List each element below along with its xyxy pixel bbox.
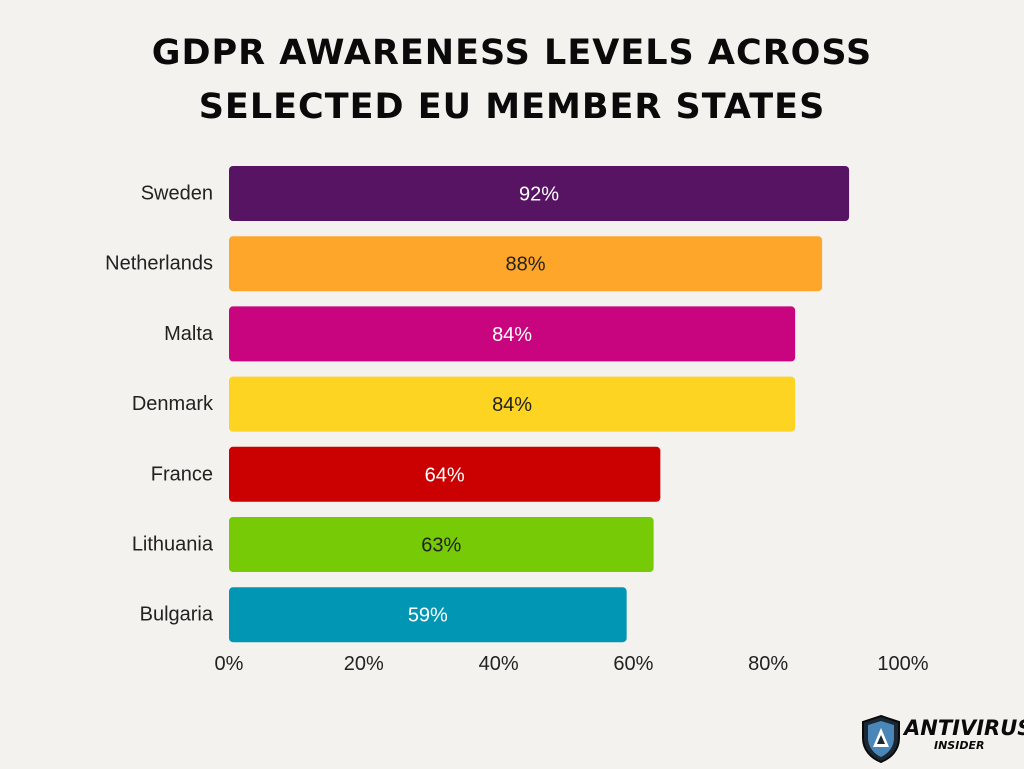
antivirus-insider-logo: ANTIVIRUS INSIDER xyxy=(860,714,1024,764)
bar-netherlands xyxy=(229,236,823,292)
x-tick-label: 20% xyxy=(344,653,384,675)
bar-malta xyxy=(229,306,796,362)
category-label-malta: Malta xyxy=(164,323,214,345)
bar-lithuania xyxy=(229,517,654,572)
chart-title-line-1: GDPR AWARENESS LEVELS ACROSS xyxy=(151,33,873,73)
logo-wordmark: ANTIVIRUS xyxy=(904,716,1024,740)
category-label-netherlands: Netherlands xyxy=(105,253,213,275)
x-tick-label: 40% xyxy=(479,653,519,675)
x-tick-label: 60% xyxy=(613,653,653,675)
category-label-lithuania: Lithuania xyxy=(132,534,214,556)
category-label-bulgaria: Bulgaria xyxy=(140,604,214,626)
chart-title-line-2: SELECTED EU MEMBER STATES xyxy=(198,87,826,127)
chart-title: GDPR AWARENESS LEVELS ACROSS SELECTED EU… xyxy=(0,26,1024,134)
value-label-bulgaria: 59% xyxy=(408,605,448,627)
category-label-france: France xyxy=(151,463,213,485)
shield-icon xyxy=(862,714,900,764)
category-label-sweden: Sweden xyxy=(141,183,213,205)
x-tick-label: 0% xyxy=(215,653,244,675)
bar-chart: Sweden 92% Netherlands 88% Malta 84% Denmark 84… xyxy=(105,166,929,675)
x-tick-label: 80% xyxy=(748,653,788,675)
logo-subtitle: INSIDER xyxy=(934,739,985,752)
bar-sweden xyxy=(229,166,850,221)
x-tick-label: 100% xyxy=(877,653,928,675)
value-label-malta: 84% xyxy=(492,324,532,346)
value-label-france: 64% xyxy=(425,464,465,486)
bar-denmark xyxy=(229,376,796,432)
value-label-sweden: 92% xyxy=(519,184,559,206)
value-label-lithuania: 63% xyxy=(421,535,461,557)
category-label-denmark: Denmark xyxy=(132,393,214,415)
bar-bulgaria xyxy=(229,587,627,643)
value-label-netherlands: 88% xyxy=(506,254,546,276)
value-label-denmark: 84% xyxy=(492,394,532,416)
bar-france xyxy=(229,446,661,502)
